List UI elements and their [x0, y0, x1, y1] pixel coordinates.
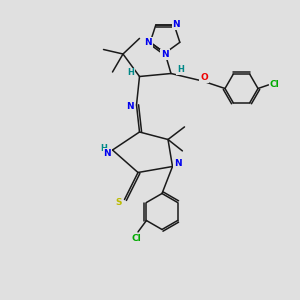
Text: N: N: [103, 149, 111, 158]
Text: S: S: [116, 198, 122, 207]
Text: N: N: [144, 38, 152, 47]
Text: Cl: Cl: [270, 80, 279, 89]
Text: N: N: [172, 20, 180, 29]
Text: N: N: [174, 159, 182, 168]
Text: H: H: [127, 68, 134, 77]
Text: H: H: [100, 144, 107, 153]
Text: O: O: [200, 73, 208, 82]
Text: N: N: [126, 102, 134, 111]
Text: H: H: [177, 65, 184, 74]
Text: Cl: Cl: [132, 234, 142, 243]
Text: N: N: [161, 50, 169, 59]
